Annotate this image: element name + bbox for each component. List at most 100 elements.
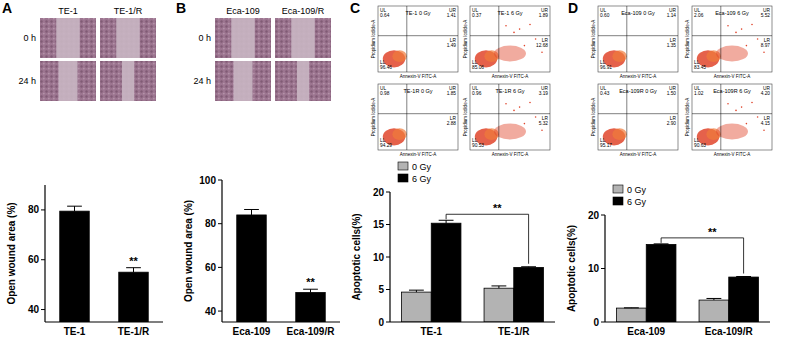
bar: [699, 300, 729, 322]
micrograph: [100, 61, 156, 101]
significance-bracket: [661, 238, 744, 274]
quadrant-value: 0.60: [600, 13, 610, 18]
error-bar: [244, 209, 259, 214]
error-cap: [439, 220, 454, 221]
column-label: TE-1/R: [114, 6, 143, 16]
x-axis-label: Annexin-V FITC-A: [620, 152, 657, 157]
marks: [60, 206, 149, 322]
quadrant-value: 1.49: [447, 43, 457, 48]
cell-dot: [541, 51, 543, 53]
y-tick: [386, 192, 390, 193]
flow-frame: [470, 84, 550, 150]
cell-dot: [529, 24, 531, 26]
error-bar: [736, 276, 751, 278]
flow-title: TE-1 6 Gy: [497, 10, 522, 16]
y-tick-label: 0: [593, 317, 599, 328]
quadrant-value: 1.85: [447, 91, 457, 96]
flow-title: Eca-109 0 Gy: [621, 10, 655, 16]
y-axis-label: Propidium Iodide-A: [371, 98, 376, 136]
cell-dot: [735, 32, 737, 34]
significance: **: [493, 202, 502, 214]
y-axis-label: Propidium Iodide-A: [463, 20, 468, 58]
y-tick: [601, 322, 605, 323]
y-tick: [218, 223, 222, 224]
micrograph: [40, 61, 96, 101]
legend-swatch: [398, 162, 408, 170]
y-tick: [218, 311, 222, 312]
cell-dot: [505, 25, 507, 27]
x-axis: [45, 321, 163, 322]
error-stem: [74, 206, 75, 211]
category-label: Eca-109/R: [705, 326, 754, 337]
cell-dot: [535, 116, 537, 118]
y-axis-label: Propidium Iodide-A: [591, 98, 596, 136]
significance: **: [129, 255, 138, 267]
legend-label: 6 Gy: [627, 197, 647, 207]
wound-gap: [56, 18, 80, 58]
quadrant-value: 2.88: [447, 121, 457, 126]
cell-dot: [751, 102, 753, 104]
y-axis-label: Propidium Iodide-A: [685, 98, 690, 136]
y-tick-label: 100: [199, 175, 216, 186]
cell-cluster: [392, 128, 406, 140]
bar: [729, 277, 759, 322]
error-cap: [654, 243, 669, 244]
significance: **: [306, 276, 315, 288]
figure: ABCDTE-1TE-1/R0 h24 hEca-109Eca-109/R0 h…: [0, 0, 785, 347]
error-cap: [244, 209, 259, 210]
y-tick-label: 0: [378, 317, 384, 328]
quadrant-value: 12.68: [536, 43, 548, 48]
error-cap: [624, 307, 639, 308]
x-axis-label: Annexin-V FITC-A: [400, 74, 437, 79]
y-tick: [386, 289, 390, 290]
marks: [402, 220, 544, 322]
quadrant-value: 94.29: [380, 143, 392, 148]
cell-dot: [529, 102, 531, 104]
cell-dot: [541, 129, 543, 131]
bar: [431, 223, 461, 322]
y-tick: [41, 259, 45, 260]
y-tick-label: 80: [205, 218, 217, 229]
bar-chart: 406080Open wound area (%)TE-1TE-1/R**: [6, 185, 163, 337]
row-label: 0 h: [198, 33, 211, 43]
flow-plot: TE-1R 6 GyUL0.96UR3.19LL90.53LR5.32Annex…: [463, 84, 550, 157]
wound-gap: [291, 18, 315, 58]
quadrant-value: 95.17: [600, 143, 612, 148]
flow-title: Eca-109R 6 Gy: [713, 88, 751, 94]
cell-dot: [519, 106, 521, 108]
error-bar: [491, 286, 506, 288]
y-axis-title: Apoptotic cells(%): [351, 213, 362, 300]
error-stem: [133, 268, 134, 272]
error-cap: [409, 290, 424, 291]
quadrant-value: 2.90: [667, 121, 677, 126]
category-label: Eca-109: [233, 326, 271, 337]
column-label: Eca-109: [226, 6, 260, 16]
cell-dot: [763, 51, 765, 53]
error-bar: [303, 289, 318, 292]
quadrant-value: 5.52: [761, 13, 771, 18]
wound-gap: [233, 61, 252, 101]
legend-swatch: [613, 197, 623, 205]
legend-label: 0 Gy: [412, 162, 432, 172]
bar: [296, 293, 326, 322]
cell-cluster: [392, 50, 406, 62]
cell-cluster: [612, 128, 626, 140]
row-label: 24 h: [18, 76, 36, 86]
y-tick: [41, 309, 45, 310]
significance-bracket: [446, 214, 528, 263]
cell-dot: [741, 28, 743, 30]
cell-dot: [505, 103, 507, 105]
flow-frame: [378, 6, 458, 72]
flow-plot: TE-1R 0 GyUL0.98UR1.85LL94.29LR2.88Annex…: [371, 84, 458, 157]
flow-plot: TE-1 0 GyUL0.64UR1.41LL96.46LR1.49Annexi…: [371, 6, 458, 79]
quadrant-line: [470, 113, 550, 114]
micrograph: [275, 61, 331, 101]
quadrant-value: 96.91: [600, 65, 612, 70]
quadrant-value: 8.97: [761, 43, 771, 48]
error-cap: [491, 285, 506, 286]
bar: [484, 288, 514, 322]
cell-dot: [513, 32, 515, 34]
wound-gap: [297, 61, 309, 101]
flow-plot: Eca-109 6 GyUL2.06UR5.52LL83.45LR8.97Ann…: [685, 6, 772, 79]
x-axis-label: Annexin-V FITC-A: [714, 152, 751, 157]
